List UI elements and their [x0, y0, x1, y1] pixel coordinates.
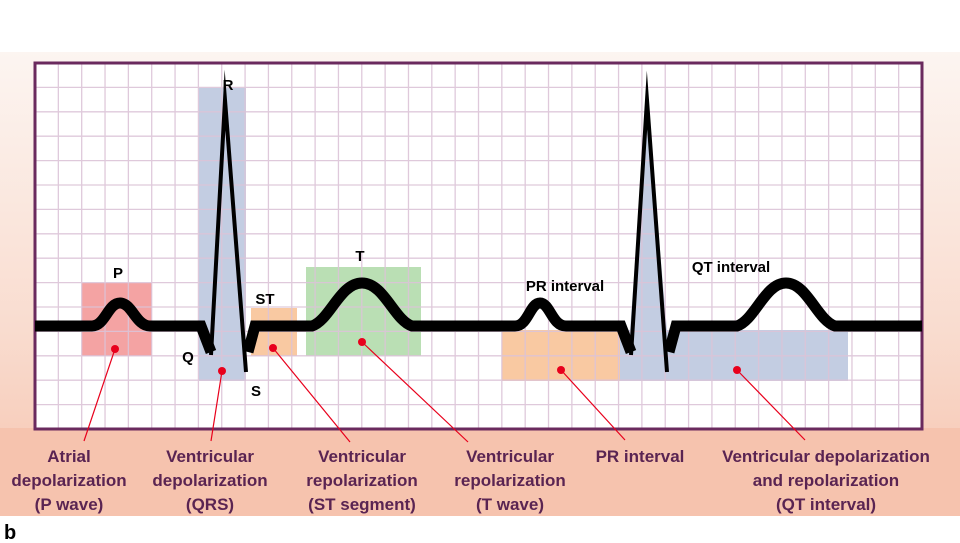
pointer-line-qrs [210, 370, 223, 442]
ecg-trace-qrs-2 [629, 70, 669, 373]
caption-qt-interval-line: and repolarization [753, 471, 899, 490]
ecg-trace-qrs-1 [209, 69, 248, 373]
ecg-frame [33, 61, 924, 431]
pointer-dot-qt [733, 366, 741, 374]
pointer-dot-st [269, 344, 277, 352]
label-r: R [223, 77, 234, 94]
pointer-line-qt [736, 369, 806, 441]
pointer-dot-p [111, 345, 119, 353]
ecg-grid [35, 63, 922, 429]
caption-st-segment-line: Ventricular [318, 447, 406, 466]
caption-st-segment-line: (ST segment) [308, 495, 416, 514]
caption-p-wave-line: (P wave) [35, 495, 104, 514]
caption-pr-interval-line: PR interval [596, 447, 685, 466]
ecg-trace [35, 297, 217, 354]
label-q: Q [182, 349, 194, 366]
caption-qrs-line: (QRS) [186, 495, 234, 514]
pointer-line-t [361, 341, 469, 443]
caption-qrs-line: Ventricular [166, 447, 254, 466]
caption-t-wave-line: (T wave) [476, 495, 544, 514]
caption-st-segment-line: repolarization [306, 471, 417, 490]
pointer-line-pr [560, 369, 626, 441]
pointer-line-st [272, 347, 351, 443]
pointer-dot-qrs [218, 367, 226, 375]
caption-t-wave-line: repolarization [454, 471, 565, 490]
ecg-trace-qt [663, 277, 922, 354]
label-t: T [355, 248, 364, 265]
ecg-trace-st-t [242, 277, 637, 354]
pointer-dot-t [358, 338, 366, 346]
caption-qt-interval-line: (QT interval) [776, 495, 876, 514]
caption-t-wave-line: Ventricular [466, 447, 554, 466]
label-st: ST [255, 291, 274, 308]
pointer-line-p [83, 348, 116, 442]
caption-p-wave-line: depolarization [11, 471, 126, 490]
label-qt-interval: QT interval [692, 259, 770, 276]
label-s: S [251, 383, 261, 400]
caption-band [0, 428, 960, 516]
caption-qt-interval-line: Ventricular depolarization [722, 447, 930, 466]
panel-letter: b [4, 522, 16, 543]
label-pr-interval: PR interval [526, 278, 604, 295]
caption-qrs-line: depolarization [152, 471, 267, 490]
caption-p-wave-line: Atrial [47, 447, 90, 466]
pointer-dot-pr [557, 366, 565, 374]
label-p: P [113, 265, 123, 282]
